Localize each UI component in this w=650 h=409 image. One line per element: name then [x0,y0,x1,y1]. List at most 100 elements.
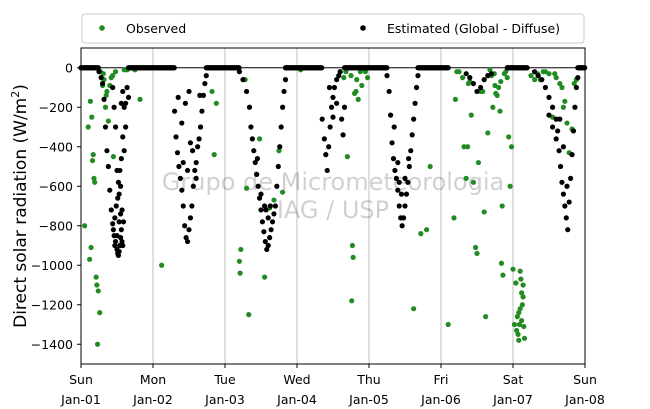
y-axis-label-sup: 2 [9,91,22,98]
data-point [572,104,578,110]
data-point [500,272,506,278]
data-point [186,227,192,233]
data-point [124,84,130,91]
data-point [190,148,196,154]
data-point [115,195,121,201]
data-point [516,321,523,328]
data-point [403,191,410,197]
data-point [251,148,257,154]
y-axis-label-main: Direct solar radiation (W/m [11,98,31,328]
data-point [557,163,564,170]
data-point [236,258,242,264]
data-point [90,152,96,158]
data-point [532,77,538,83]
x-tick-label-day: Sun [573,372,597,387]
data-point [460,75,466,81]
data-point [334,100,340,106]
data-point [110,227,116,233]
data-point [113,203,119,209]
data-point [406,156,412,162]
data-point [499,203,505,209]
data-point [390,156,397,162]
data-point [184,167,191,174]
data-point [330,94,336,100]
data-point [519,290,525,296]
data-point [391,124,397,130]
data-point [112,69,119,75]
data-point [100,80,106,87]
data-point [87,98,93,104]
data-point [480,88,486,95]
data-point [116,248,122,255]
data-point [411,306,417,312]
data-point [389,140,395,146]
data-point [213,100,219,106]
data-point [255,183,261,189]
data-point [256,136,263,142]
data-point [118,183,124,189]
data-point [355,96,361,102]
data-point [503,69,509,75]
data-point [177,175,183,181]
data-point [546,71,552,77]
data-point [105,118,111,124]
data-point [341,75,347,81]
data-point [463,71,469,77]
data-point [535,73,541,79]
data-point [521,323,527,330]
data-point [236,65,242,71]
data-point [384,73,390,79]
data-point [252,159,258,166]
data-point [353,88,359,95]
data-point [254,171,260,177]
data-point [552,71,558,77]
data-point [82,223,88,229]
x-tick-label-day: Tue [213,372,236,387]
x-tick-label-day: Mon [140,372,166,387]
data-point [102,104,109,110]
x-tick-label-date: Jan-01 [60,392,101,407]
y-axis: 0 −200 −400 −600 −800 −1000 −1200 −1400 [31,60,81,352]
data-point [528,73,534,79]
legend-marker-estimated [360,25,366,31]
data-point [560,104,567,110]
data-point [564,120,570,126]
x-axis: Sun Jan-01 Mon Jan-02 Tue Jan-03 Wed Jan-04 Thu J… [60,364,605,407]
data-point [190,183,196,189]
y-axis-label-close: ) [11,84,31,91]
data-point [125,94,132,100]
data-point [189,203,195,209]
data-point [516,337,522,343]
data-point [518,276,524,282]
data-point [559,179,565,185]
data-point [110,221,116,227]
data-point [203,73,209,79]
data-point [514,327,520,334]
data-point [384,65,390,71]
data-point [562,98,568,104]
data-point [120,242,126,249]
data-point [271,197,277,203]
data-point [180,203,186,209]
data-point [87,256,93,262]
data-point [532,69,538,75]
data-point [456,69,462,75]
data-point [511,321,518,328]
data-point [507,183,513,189]
data-point [343,69,349,75]
data-point [275,163,281,170]
data-point [498,78,504,85]
data-point [112,242,118,249]
data-point [445,65,451,71]
data-point [193,159,199,166]
data-point [478,84,484,91]
data-point [176,163,182,170]
data-point [116,191,122,197]
data-point [121,148,127,154]
data-point [451,215,457,221]
series-estimated [78,65,588,258]
data-point [92,179,98,185]
data-point [326,84,332,91]
data-point [258,191,264,197]
data-point [120,219,127,225]
